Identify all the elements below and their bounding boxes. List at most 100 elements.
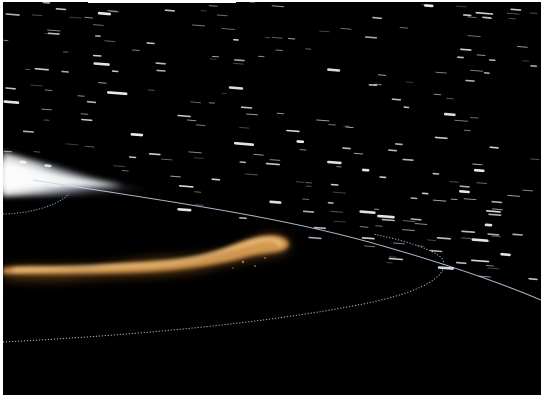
star-streak: [432, 199, 447, 202]
star-streak: [195, 204, 204, 206]
star-streak: [98, 82, 107, 84]
star-streak: [506, 12, 520, 15]
star-streak: [459, 185, 470, 188]
star-streak: [81, 118, 93, 122]
star-streak: [269, 200, 282, 204]
star-streak: [359, 210, 376, 214]
star-streak: [130, 133, 144, 137]
star-streak: [394, 143, 403, 146]
star-streak: [156, 69, 166, 72]
star-streak: [471, 163, 481, 166]
star-streak: [244, 173, 259, 176]
star-streak: [512, 233, 524, 236]
star-streak: [517, 46, 528, 48]
star-streak: [34, 67, 50, 71]
star-streak: [164, 9, 175, 12]
star-streak: [530, 158, 540, 161]
star-streak: [177, 208, 192, 212]
orbit-arc-left: [3, 193, 70, 215]
star-streak: [148, 153, 161, 156]
star-streak: [482, 16, 492, 19]
star-streak: [69, 16, 82, 19]
star-streak: [487, 233, 500, 236]
star-streak: [327, 160, 342, 165]
star-streak: [489, 146, 499, 149]
star-streak: [492, 208, 503, 211]
star-streak: [388, 149, 398, 152]
star-streak: [272, 36, 283, 39]
star-streak: [3, 150, 13, 153]
star-streak: [375, 225, 383, 227]
star-streak: [443, 112, 456, 117]
star-streak: [470, 117, 479, 119]
star-streak: [488, 213, 502, 216]
star-streak: [508, 17, 516, 20]
star-streak: [507, 194, 521, 197]
star-streak: [414, 223, 428, 225]
star-streak: [345, 126, 354, 129]
star-streak: [491, 200, 503, 204]
star-streak: [104, 40, 116, 43]
bright-glare: [3, 152, 153, 196]
star-streak: [364, 36, 378, 39]
star-streak: [131, 49, 140, 51]
star-streak: [460, 48, 472, 51]
star-streak: [402, 158, 414, 161]
star-streak: [47, 29, 61, 32]
dust-plume: [3, 235, 290, 279]
star-streak: [77, 95, 85, 97]
star-streak: [455, 5, 467, 8]
star-streak: [410, 218, 422, 221]
star-streak: [434, 136, 448, 140]
star-streak: [377, 214, 395, 219]
star-streak: [328, 124, 336, 126]
star-streak: [188, 151, 202, 154]
star-streak: [319, 30, 330, 33]
star-streak: [436, 237, 452, 240]
star-streak: [470, 259, 490, 263]
star-streak: [421, 4, 433, 7]
star-streak: [5, 87, 16, 90]
star-streak: [86, 100, 97, 104]
star-streak: [476, 182, 487, 184]
star-streak: [423, 4, 434, 8]
star-streak: [465, 79, 475, 82]
star-streak: [446, 97, 454, 100]
star-streak: [209, 58, 217, 60]
star-streak: [211, 55, 219, 58]
star-streak: [491, 235, 501, 238]
star-streak: [228, 86, 244, 90]
star-streak: [160, 158, 173, 161]
star-streak: [364, 245, 376, 248]
star-streak: [97, 11, 111, 16]
star-streak: [377, 74, 386, 76]
star-streak: [187, 119, 197, 122]
star-streak: [190, 101, 201, 104]
star-streak: [461, 237, 472, 240]
star-streak: [107, 10, 118, 12]
star-streak: [216, 14, 228, 17]
star-streak: [427, 239, 437, 242]
star-streak: [302, 210, 315, 213]
star-streak: [288, 38, 296, 40]
star-streak: [528, 277, 538, 281]
star-streak: [5, 13, 20, 16]
star-streak: [234, 59, 245, 62]
star-streak: [65, 143, 79, 146]
star-streak: [313, 226, 327, 230]
star-streak: [522, 60, 530, 62]
star-streak: [393, 242, 405, 245]
star-streak: [359, 226, 369, 228]
star-streak: [361, 237, 375, 240]
star-streak: [3, 100, 20, 104]
star-streak: [470, 69, 484, 72]
star-streak: [330, 210, 344, 213]
star-streak: [271, 5, 284, 8]
star-streak: [192, 24, 206, 27]
star-streak: [473, 168, 485, 173]
star-streak: [374, 83, 382, 86]
star-streak: [113, 165, 126, 168]
star-streak: [340, 27, 352, 30]
star-streak: [461, 230, 476, 233]
star-streak: [276, 112, 284, 115]
